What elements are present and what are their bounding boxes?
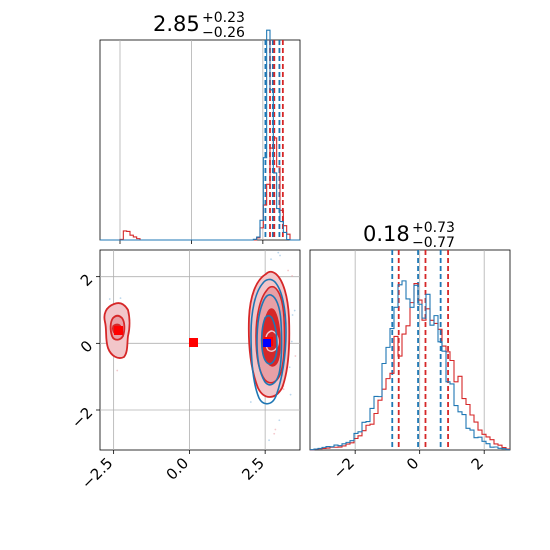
marginal-panel-param-1: 2.85 +0.23 −0.26: [99, 10, 301, 244]
sample-point: [291, 314, 294, 316]
red-contour-right-cluster: [247, 270, 291, 398]
sample-point: [270, 258, 272, 261]
sample-point: [119, 297, 122, 300]
y-tick-label: 0: [77, 337, 96, 356]
panel-title-value: 2.85: [153, 12, 200, 36]
x-tick-label: −2.5: [78, 454, 116, 492]
panel-title-value: 0.18: [363, 222, 410, 246]
sample-point: [268, 439, 270, 442]
y-axis-ticks: −2 0 2: [68, 270, 100, 432]
x-tick-label: 2.5: [238, 454, 268, 484]
sample-point: [274, 428, 277, 431]
sample-point: [289, 393, 292, 396]
y-tick-label: 2: [77, 270, 96, 289]
x-axis-ticks: −2 0 2: [330, 450, 487, 482]
sample-point: [288, 366, 291, 369]
histogram-blue: [310, 280, 510, 451]
quantile-lines: [391, 250, 449, 450]
x-tick-label: 0.0: [163, 454, 193, 484]
sample-point: [290, 340, 293, 343]
y-tick-label: −2: [68, 404, 96, 432]
mean-marker-red-left: [114, 326, 123, 335]
sample-point: [108, 298, 111, 300]
sample-point: [282, 388, 285, 391]
sample-point: [291, 275, 294, 277]
sample-point: [249, 401, 252, 403]
mean-marker-red-middle: [189, 338, 198, 347]
panel-frame: [99, 249, 301, 451]
sample-point: [116, 369, 119, 372]
panel-frame: [309, 249, 511, 451]
mean-marker-blue: [263, 339, 271, 347]
histogram-steps: [100, 29, 300, 241]
gridlines: [354, 250, 485, 450]
sample-point: [277, 251, 280, 254]
sample-point: [293, 309, 296, 312]
red-contour-left-cluster: [103, 302, 131, 359]
sample-point: [287, 269, 289, 272]
panel-title-lower: −0.26: [202, 25, 245, 41]
blue-contour-right-cluster: [250, 278, 287, 405]
x-axis-ticks: −2.5 0.0 2.5: [78, 450, 268, 493]
sample-point: [278, 419, 281, 422]
panel-title-upper: +0.73: [412, 220, 455, 236]
blue-contour-mid: [256, 293, 283, 386]
histogram-blue: [100, 29, 300, 241]
histogram-steps: [310, 280, 510, 451]
blue-contour-outer: [250, 278, 287, 405]
x-tick-label: 2: [468, 454, 487, 473]
sample-point: [294, 355, 297, 357]
gridlines: [119, 40, 264, 244]
x-tick-label: −2: [330, 454, 358, 482]
histogram-red: [310, 282, 510, 451]
sample-point: [279, 254, 281, 257]
panel-title-lower: −0.77: [412, 235, 455, 251]
marginal-panel-param-2: −2 0 2 0.18 +0.73 −0.77: [309, 220, 511, 482]
blue-contour-inner: [260, 314, 278, 365]
joint-panel: −2.5 0.0 2.5 −2 0 2: [68, 249, 301, 493]
panel-title-upper: +0.23: [202, 10, 245, 26]
sample-point: [273, 432, 276, 435]
x-tick-label: 0: [403, 454, 422, 473]
